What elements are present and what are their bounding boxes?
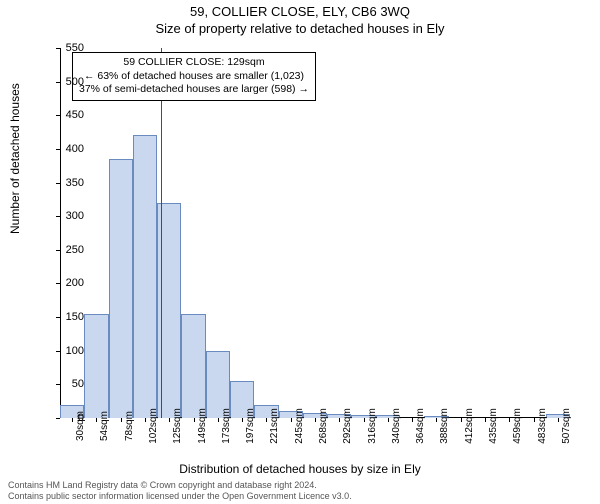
- xtick-label: 507sqm: [561, 408, 572, 444]
- footer-line-2: Contains public sector information licen…: [8, 491, 352, 502]
- xtick-mark: [461, 418, 462, 422]
- xtick-label: 316sqm: [367, 408, 378, 444]
- xtick-mark: [436, 418, 437, 422]
- xtick-label: 292sqm: [342, 408, 353, 444]
- xtick-mark: [121, 418, 122, 422]
- ytick-mark: [56, 283, 60, 284]
- xtick-mark: [412, 418, 413, 422]
- ytick-mark: [56, 82, 60, 83]
- ytick-label: 400: [44, 143, 84, 155]
- y-axis-label: Number of detached houses: [8, 83, 22, 234]
- xtick-label: 149sqm: [197, 408, 208, 444]
- ytick-label: 500: [44, 76, 84, 88]
- ytick-label: 350: [44, 177, 84, 189]
- xtick-label: 435sqm: [488, 408, 499, 444]
- footer-line-1: Contains HM Land Registry data © Crown c…: [8, 480, 352, 491]
- xtick-mark: [96, 418, 97, 422]
- ytick-label: 550: [44, 42, 84, 54]
- xtick-mark: [315, 418, 316, 422]
- ytick-label: 450: [44, 109, 84, 121]
- xtick-mark: [339, 418, 340, 422]
- info-line-2: ← 63% of detached houses are smaller (1,…: [79, 70, 309, 84]
- xtick-label: 483sqm: [537, 408, 548, 444]
- ytick-label: 100: [44, 345, 84, 357]
- xtick-label: 78sqm: [124, 411, 135, 441]
- xtick-label: 459sqm: [512, 408, 523, 444]
- xtick-label: 125sqm: [172, 408, 183, 444]
- ytick-label: 50: [44, 378, 84, 390]
- xtick-mark: [291, 418, 292, 422]
- xtick-mark: [509, 418, 510, 422]
- ytick-mark: [56, 183, 60, 184]
- xtick-label: 412sqm: [464, 408, 475, 444]
- xtick-mark: [364, 418, 365, 422]
- ytick-mark: [56, 384, 60, 385]
- ytick-mark: [56, 317, 60, 318]
- histogram-bar: [181, 314, 205, 418]
- xtick-label: 245sqm: [294, 408, 305, 444]
- xtick-mark: [266, 418, 267, 422]
- footer-attribution: Contains HM Land Registry data © Crown c…: [8, 480, 352, 502]
- xtick-label: 340sqm: [391, 408, 402, 444]
- ytick-mark: [56, 115, 60, 116]
- ytick-label: 150: [44, 311, 84, 323]
- ytick-mark: [56, 216, 60, 217]
- xtick-mark: [388, 418, 389, 422]
- histogram-bar: [109, 159, 133, 418]
- page-subtitle: Size of property relative to detached ho…: [0, 21, 600, 36]
- xtick-mark: [72, 418, 73, 422]
- xtick-label: 54sqm: [99, 411, 110, 441]
- xtick-label: 173sqm: [221, 408, 232, 444]
- xtick-label: 102sqm: [148, 408, 159, 444]
- xtick-label: 364sqm: [415, 408, 426, 444]
- ytick-mark: [56, 418, 60, 419]
- xtick-label: 388sqm: [439, 408, 450, 444]
- xtick-mark: [534, 418, 535, 422]
- ytick-mark: [56, 48, 60, 49]
- xtick-mark: [218, 418, 219, 422]
- xtick-label: 221sqm: [269, 408, 280, 444]
- info-box: 59 COLLIER CLOSE: 129sqm ← 63% of detach…: [72, 52, 316, 101]
- xtick-mark: [485, 418, 486, 422]
- ytick-label: 250: [44, 244, 84, 256]
- xtick-mark: [558, 418, 559, 422]
- xtick-mark: [169, 418, 170, 422]
- page-title: 59, COLLIER CLOSE, ELY, CB6 3WQ: [0, 4, 600, 19]
- histogram-bar: [133, 135, 157, 418]
- xtick-mark: [194, 418, 195, 422]
- xtick-label: 268sqm: [318, 408, 329, 444]
- xtick-mark: [145, 418, 146, 422]
- ytick-mark: [56, 250, 60, 251]
- histogram-bar: [84, 314, 108, 418]
- chart-plot-area: 59 COLLIER CLOSE: 129sqm ← 63% of detach…: [60, 48, 570, 418]
- xtick-mark: [242, 418, 243, 422]
- reference-line: [161, 48, 162, 418]
- xtick-label: 197sqm: [245, 408, 256, 444]
- ytick-mark: [56, 149, 60, 150]
- x-axis-label: Distribution of detached houses by size …: [0, 462, 600, 476]
- ytick-label: 200: [44, 277, 84, 289]
- ytick-label: 300: [44, 210, 84, 222]
- info-line-1: 59 COLLIER CLOSE: 129sqm: [79, 56, 309, 70]
- ytick-mark: [56, 351, 60, 352]
- info-line-3: 37% of semi-detached houses are larger (…: [79, 83, 309, 97]
- xtick-label: 30sqm: [75, 411, 86, 441]
